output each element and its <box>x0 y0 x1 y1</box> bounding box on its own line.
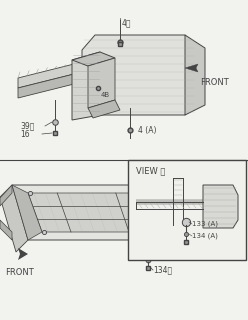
Text: 16: 16 <box>20 130 30 139</box>
Text: 4B: 4B <box>101 92 110 98</box>
Text: 134Ⓑ: 134Ⓑ <box>153 266 172 275</box>
Polygon shape <box>28 193 158 232</box>
Text: 39Ⓑ: 39Ⓑ <box>20 122 34 131</box>
Polygon shape <box>0 185 12 206</box>
Text: FRONT: FRONT <box>200 78 229 87</box>
Text: Ⓐ: Ⓐ <box>157 192 163 202</box>
Polygon shape <box>72 52 100 120</box>
Polygon shape <box>0 185 28 252</box>
Polygon shape <box>203 185 238 228</box>
Polygon shape <box>148 190 155 198</box>
Text: 133Ⓑ: 133Ⓑ <box>156 249 175 258</box>
Text: 133 (A): 133 (A) <box>192 221 218 227</box>
Polygon shape <box>82 35 195 115</box>
Text: 4Ⓑ: 4Ⓑ <box>122 18 131 27</box>
Text: VIEW Ⓐ: VIEW Ⓐ <box>136 166 165 175</box>
Polygon shape <box>88 100 120 118</box>
Polygon shape <box>88 58 115 108</box>
FancyBboxPatch shape <box>128 160 246 260</box>
Polygon shape <box>12 185 168 240</box>
Polygon shape <box>12 185 42 240</box>
Polygon shape <box>185 35 205 115</box>
Text: FRONT: FRONT <box>5 268 34 277</box>
Text: 134 (A): 134 (A) <box>192 233 218 239</box>
Polygon shape <box>0 220 12 240</box>
Polygon shape <box>18 72 82 98</box>
Polygon shape <box>72 52 115 66</box>
Polygon shape <box>185 64 198 72</box>
Polygon shape <box>145 185 168 240</box>
Polygon shape <box>18 248 28 260</box>
Text: 4 (A): 4 (A) <box>138 125 156 134</box>
Polygon shape <box>18 62 82 88</box>
